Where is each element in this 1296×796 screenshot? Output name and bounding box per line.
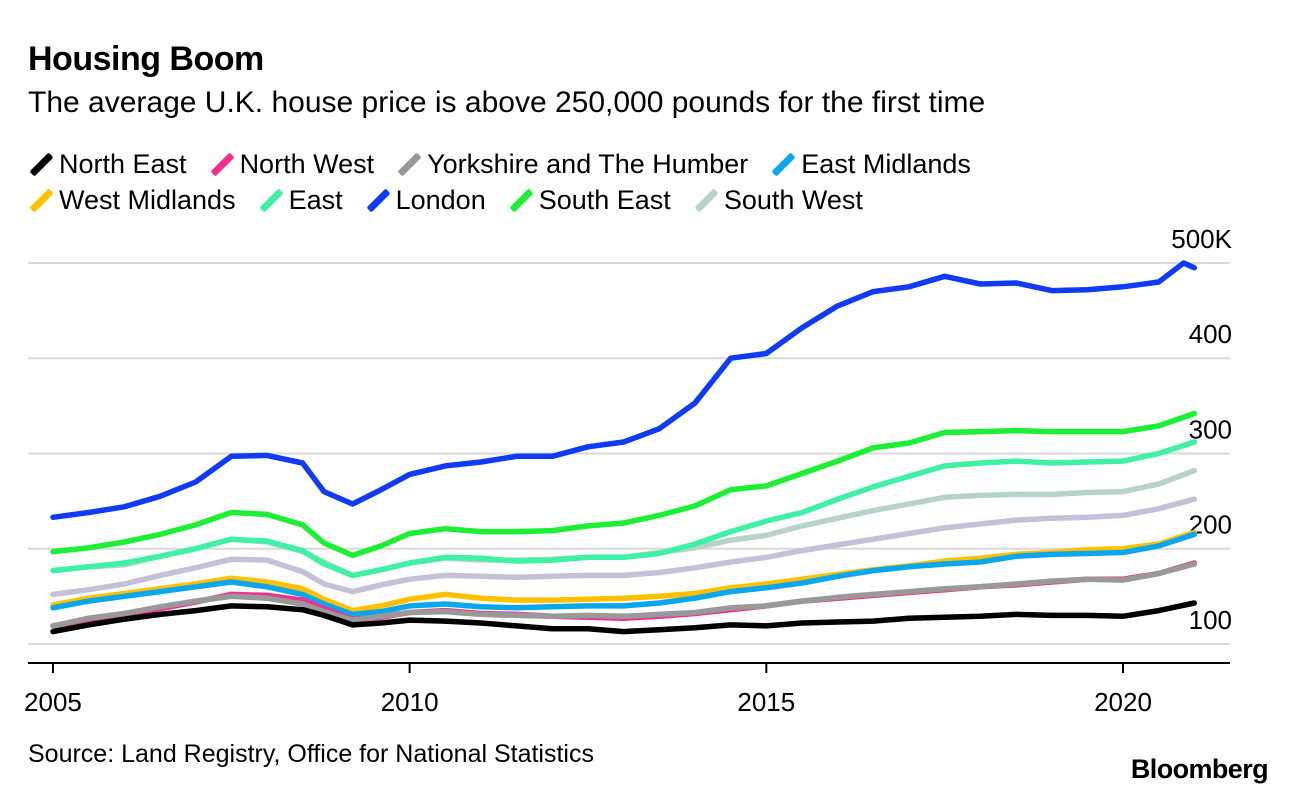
y-tick-label: 100 xyxy=(1189,605,1232,635)
legend-row-2: West Midlands East London South East Sou… xyxy=(29,182,1270,218)
legend-label: West Midlands xyxy=(59,185,236,215)
y-tick-label: 400 xyxy=(1189,319,1232,349)
legend-item-north-east: North East xyxy=(29,146,187,182)
y-tick-label: 500K xyxy=(1171,224,1232,254)
legend-label: South East xyxy=(538,185,671,215)
series-line-north-east xyxy=(50,600,1198,635)
legend-item-east: East xyxy=(259,182,343,218)
chart-title: Housing Boom xyxy=(28,40,264,78)
legend-item-west-midlands: West Midlands xyxy=(29,182,236,218)
x-tick-label: 2015 xyxy=(737,687,795,717)
legend: North East North West Yorkshire and The … xyxy=(29,146,1270,218)
legend-row-1: North East North West Yorkshire and The … xyxy=(29,146,1270,182)
legend-label: East Midlands xyxy=(801,149,971,179)
x-tick-label: 2010 xyxy=(381,687,439,717)
legend-label: South West xyxy=(723,185,863,215)
bloomberg-logo: Bloomberg xyxy=(1130,754,1269,784)
series-line-yorkshire-and-the-humber xyxy=(50,561,1198,629)
x-tick-label: 2005 xyxy=(24,687,82,717)
series-line-yorkshire-and-the-humber-extended- xyxy=(50,496,1198,598)
legend-label: London xyxy=(395,185,486,215)
legend-item-north-west: North West xyxy=(210,146,375,182)
series-line-east-midlands xyxy=(50,531,1198,618)
legend-item-south-west: South West xyxy=(694,182,863,218)
series-line-south-east xyxy=(50,410,1198,559)
legend-item-south-east: South East xyxy=(509,182,671,218)
legend-label: North West xyxy=(239,149,375,179)
series-line-east xyxy=(50,439,1198,579)
legend-item-east-midlands: East Midlands xyxy=(771,146,971,182)
x-tick-label: 2020 xyxy=(1094,687,1152,717)
y-tick-label: 300 xyxy=(1189,414,1232,444)
legend-item-yorkshire: Yorkshire and The Humber xyxy=(397,146,749,182)
chart-subtitle: The average U.K. house price is above 25… xyxy=(28,86,986,119)
legend-label: Yorkshire and The Humber xyxy=(427,149,749,179)
legend-label: North East xyxy=(59,149,187,179)
legend-label: East xyxy=(288,185,343,215)
series-line-west-midlands xyxy=(50,529,1198,614)
legend-item-london: London xyxy=(366,182,486,218)
series-line-london xyxy=(50,260,1198,521)
source-note: Source: Land Registry, Office for Nation… xyxy=(28,740,594,768)
